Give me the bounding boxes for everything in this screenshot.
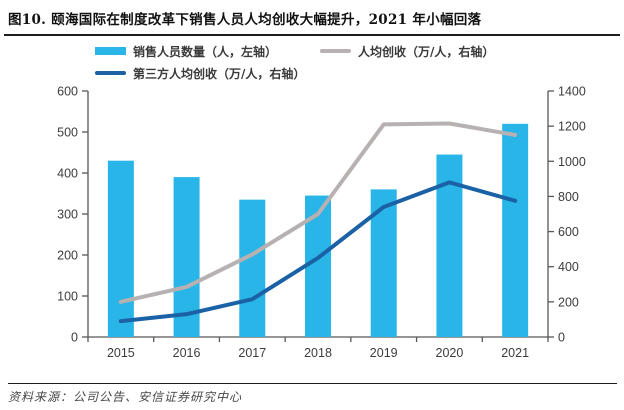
left-axis-tick-label: 600 bbox=[57, 85, 78, 99]
legend-item-thirdparty-revenue-per-capita: 第三方人均创收（万/人，右轴） bbox=[95, 66, 306, 81]
bar-2017 bbox=[239, 199, 266, 337]
left-axis-tick-label: 0 bbox=[71, 331, 78, 345]
left-axis-tick-label: 100 bbox=[57, 290, 78, 304]
bar-2015 bbox=[107, 160, 134, 337]
left-axis-tick-label: 200 bbox=[57, 249, 78, 263]
right-axis-tick-label: 400 bbox=[558, 260, 579, 274]
bar-swatch-icon bbox=[95, 47, 126, 55]
figure-title: 图10. 颐海国际在制度改革下销售人员人均创收大幅提升，2021 年小幅回落 bbox=[8, 12, 482, 28]
left-axis-tick-label: 400 bbox=[57, 167, 78, 181]
x-tick-label: 2015 bbox=[107, 346, 135, 360]
bar-2018 bbox=[305, 195, 331, 337]
line-series-1 bbox=[118, 180, 518, 324]
legend-label: 销售人员数量（人，左轴） bbox=[133, 44, 278, 59]
right-axis-tick-label: 1000 bbox=[558, 155, 586, 169]
right-axis-tick-label: 1400 bbox=[558, 85, 586, 99]
figure-title-block: 图10. 颐海国际在制度改革下销售人员人均创收大幅提升，2021 年小幅回落 bbox=[4, 6, 620, 36]
x-tick-label: 2019 bbox=[370, 346, 398, 360]
x-tick-label: 2021 bbox=[501, 346, 529, 360]
source-note: 资料来源：公司公告、安信证券研究中心 bbox=[8, 390, 243, 404]
x-tick-label: 2018 bbox=[304, 346, 332, 360]
left-axis-tick-label: 500 bbox=[57, 126, 78, 140]
line-series-0 bbox=[118, 121, 518, 304]
footer-divider bbox=[8, 383, 617, 384]
line-swatch-icon bbox=[320, 49, 351, 53]
x-tick-label: 2016 bbox=[173, 346, 201, 360]
legend-label: 人均创收（万/人，右轴） bbox=[358, 44, 495, 59]
right-axis-tick-label: 800 bbox=[558, 190, 579, 204]
right-axis-tick-label: 600 bbox=[558, 225, 579, 239]
x-tick-label: 2020 bbox=[436, 346, 464, 360]
right-axis-tick-label: 200 bbox=[558, 295, 579, 309]
line-swatch-icon bbox=[95, 71, 126, 75]
left-axis-tick-label: 300 bbox=[57, 208, 78, 222]
bar-2021 bbox=[502, 123, 529, 337]
right-axis-tick-label: 0 bbox=[558, 331, 565, 345]
legend-item-revenue-per-capita: 人均创收（万/人，右轴） bbox=[320, 44, 495, 59]
right-axis-tick-label: 1200 bbox=[558, 120, 586, 134]
legend-label: 第三方人均创收（万/人，右轴） bbox=[133, 66, 306, 81]
x-tick-label: 2017 bbox=[238, 346, 266, 360]
legend-item-sales-headcount: 销售人员数量（人，左轴） bbox=[95, 44, 278, 59]
